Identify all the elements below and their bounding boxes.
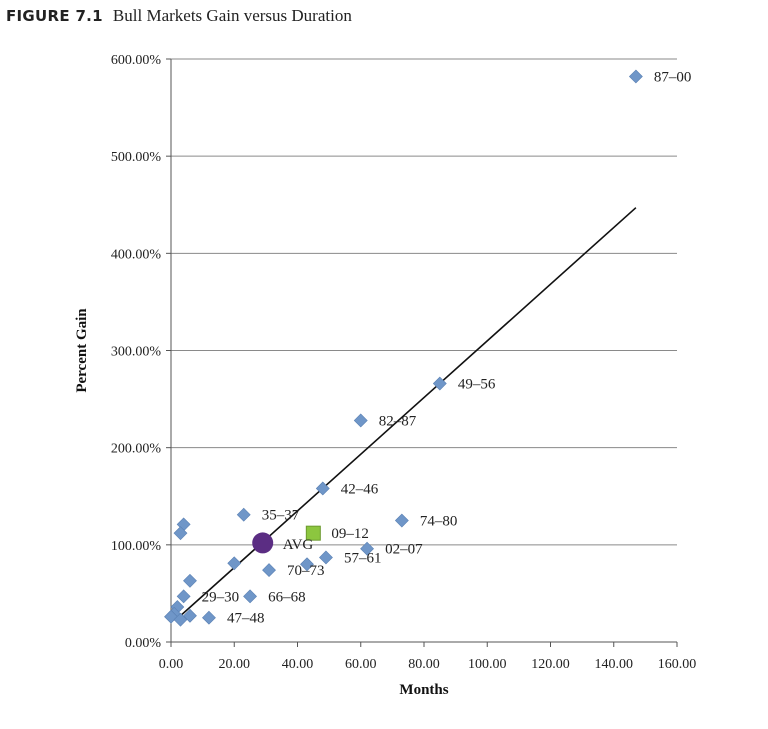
y-tick-label: 100.00% (111, 539, 162, 554)
data-point (300, 557, 314, 572)
x-tick-label: 140.00 (595, 657, 634, 672)
data-point (432, 376, 447, 391)
data-point (315, 481, 330, 496)
data-point (394, 513, 409, 528)
x-tick-label: 40.00 (282, 657, 314, 672)
gridlines (171, 58, 677, 546)
figure-title: Bull Markets Gain versus Duration (112, 6, 352, 25)
data-points (164, 69, 643, 627)
data-point (353, 413, 368, 428)
point-label: 57–61 (344, 550, 382, 566)
data-point (628, 69, 643, 84)
point-label: 47–48 (227, 611, 265, 627)
y-tick-label: 300.00% (111, 345, 162, 360)
y-tick-label: 500.00% (111, 150, 162, 165)
data-point (173, 612, 188, 627)
data-point (227, 556, 242, 571)
avg-marker (252, 532, 274, 554)
data-point (183, 573, 197, 588)
point-label: 35–37 (262, 508, 300, 524)
data-point (319, 550, 333, 565)
figure-header: FIGURE 7.1 Bull Markets Gain versus Durat… (6, 6, 352, 26)
y-tick-label: 600.00% (111, 53, 162, 68)
data-point (262, 563, 276, 578)
y-axis-title: Percent Gain (74, 308, 90, 393)
x-tick-label: 20.00 (219, 657, 251, 672)
x-tick-label: 80.00 (408, 657, 440, 672)
data-point (202, 610, 216, 625)
point-label: 49–56 (458, 377, 496, 393)
data-point (176, 589, 191, 604)
y-tick-label: 0.00% (125, 636, 162, 651)
y-tick-label: 200.00% (111, 442, 162, 457)
point-label: 29–30 (202, 589, 240, 605)
data-point (236, 507, 251, 522)
point-label: 42–46 (341, 481, 379, 497)
x-axis-title: Months (399, 682, 448, 698)
x-tick-label: 120.00 (531, 657, 570, 672)
figure-label: FIGURE 7.1 (6, 7, 103, 25)
point-label: 02–07 (385, 542, 423, 558)
current-marker (305, 525, 321, 541)
point-label: 87–00 (654, 69, 692, 85)
x-tick-label: 160.00 (658, 657, 697, 672)
current-label: 09–12 (331, 526, 369, 542)
point-label: 82–87 (379, 413, 417, 429)
data-point (173, 526, 188, 541)
avg-label: AVG (283, 537, 314, 553)
x-tick-label: 0.00 (159, 657, 184, 672)
point-label: 66–68 (268, 589, 306, 605)
data-point (243, 589, 257, 604)
x-tick-label: 100.00 (468, 657, 507, 672)
x-tick-label: 60.00 (345, 657, 377, 672)
tick-marks: 0.00% 100.00% 200.00% 300.00% 400.00% 500.00%… (111, 53, 696, 672)
point-labels: 87–00 49–56 82–87 42–46 74–80 35–37 02–0757–61… (202, 69, 692, 626)
point-label: 74–80 (420, 514, 458, 530)
point-label: 70–73 (287, 563, 325, 579)
y-tick-label: 400.00% (111, 247, 162, 262)
data-point (360, 541, 374, 556)
